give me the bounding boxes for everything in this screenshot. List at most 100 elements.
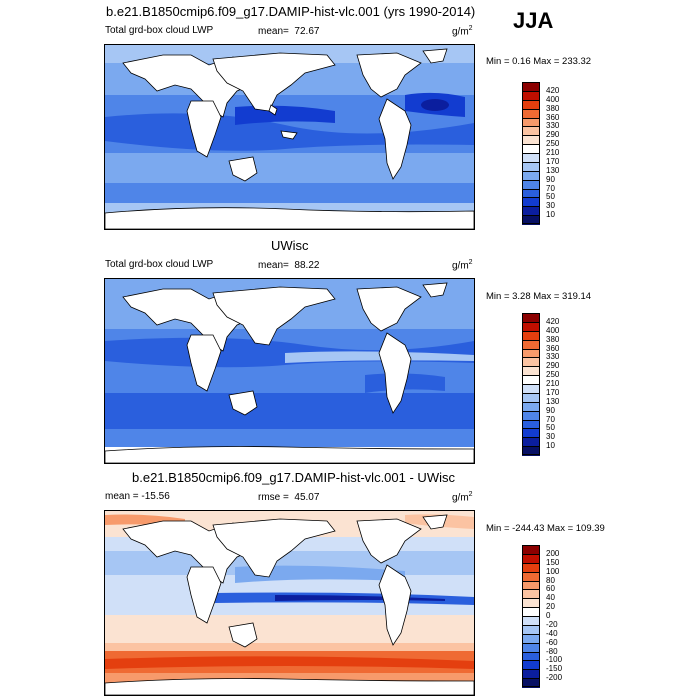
colorbar-tick-label: 90 xyxy=(546,174,555,184)
panel1-mean-stat: mean= 72.67 xyxy=(258,26,319,37)
panel3-stat-value: 45.07 xyxy=(294,492,320,503)
colorbar-tick-label: 210 xyxy=(546,148,560,157)
colorbar-tick-label: -200 xyxy=(546,673,563,683)
colorbar-cell xyxy=(522,339,540,349)
colorbar-cell xyxy=(522,188,540,198)
colorbar-cell xyxy=(522,392,540,403)
colorbar-tick-label: 380 xyxy=(546,334,560,344)
colorbar-cell xyxy=(522,428,540,438)
colorbar-tick-label: 400 xyxy=(546,94,560,104)
colorbar-tick-label: 50 xyxy=(546,423,555,433)
panel2-colorbar-frame xyxy=(522,313,540,455)
panel1-stat-value: 72.67 xyxy=(294,26,320,37)
colorbar-cell xyxy=(522,580,540,590)
colorbar-cell xyxy=(522,197,540,207)
panel3-colorbar-frame xyxy=(522,545,540,687)
colorbar-cell xyxy=(522,446,540,456)
colorbar-tick-label: 200 xyxy=(546,548,560,558)
colorbar-tick-label: -150 xyxy=(546,664,563,674)
colorbar-tick-label: 40 xyxy=(546,593,555,603)
colorbar-cell xyxy=(522,598,540,608)
colorbar-tick-label: 90 xyxy=(546,405,555,415)
panel3-title: b.e21.B1850cmip6.f09_g17.DAMIP-hist-vlc.… xyxy=(132,470,455,485)
colorbar-tick-label: 100 xyxy=(546,566,560,576)
colorbar-tick-label: 170 xyxy=(546,387,560,397)
colorbar-tick-label: 360 xyxy=(546,112,560,122)
colorbar-tick-label: 380 xyxy=(546,103,560,113)
colorbar-cell xyxy=(522,633,540,644)
colorbar-tick-label: 210 xyxy=(546,379,560,388)
colorbar-cell xyxy=(522,562,540,573)
colorbar-cell xyxy=(522,616,540,626)
colorbar-cell xyxy=(522,90,540,101)
colorbar-tick-label: 10 xyxy=(546,210,555,220)
panel2-units: g/m2 xyxy=(452,259,473,272)
colorbar-cell xyxy=(522,589,540,599)
colorbar-cell xyxy=(522,215,540,225)
colorbar-tick-label: 360 xyxy=(546,343,560,353)
panel3-rmse-stat: rmse = 45.07 xyxy=(258,492,319,503)
colorbar-cell xyxy=(522,553,540,564)
colorbar-tick-label: 420 xyxy=(546,85,560,95)
panel2-minmax: Min = 3.28 Max = 319.14 xyxy=(486,291,592,302)
colorbar-cell xyxy=(522,348,540,358)
colorbar-tick-label: -40 xyxy=(546,628,558,638)
colorbar-cell xyxy=(522,313,540,323)
colorbar-cell xyxy=(522,642,540,652)
panel2-stat-label: mean= xyxy=(258,260,289,271)
colorbar-tick-label: 70 xyxy=(546,414,555,424)
colorbar-cell xyxy=(522,99,540,110)
colorbar-tick-label: 290 xyxy=(546,361,560,371)
colorbar-tick-label: 80 xyxy=(546,575,555,585)
colorbar-tick-label: -60 xyxy=(546,637,558,647)
panel1-colorbar: 420 400 380 360 330 290 250 210 170 130 90 70 50 30 10 xyxy=(522,82,582,225)
colorbar-cell xyxy=(522,108,540,118)
colorbar-cell xyxy=(522,153,540,163)
colorbar-cell xyxy=(522,330,540,341)
colorbar-tick-label: 330 xyxy=(546,352,560,362)
panel2-stat-value: 88.22 xyxy=(294,260,320,271)
colorbar-cell xyxy=(522,545,540,555)
panel3-mean-label: mean = -15.56 xyxy=(105,491,170,502)
colorbar-cell xyxy=(522,161,540,172)
panel2-map xyxy=(104,278,475,464)
colorbar-cell xyxy=(522,437,540,447)
colorbar-tick-label: 250 xyxy=(546,370,560,380)
colorbar-cell xyxy=(522,401,540,412)
panel1-colorbar-frame xyxy=(522,82,540,224)
colorbar-tick-label: -80 xyxy=(546,646,558,656)
panel3-minmax: Min = -244.43 Max = 109.39 xyxy=(486,523,605,534)
panel1-map xyxy=(104,44,475,230)
colorbar-cell xyxy=(522,375,540,385)
colorbar-cell xyxy=(522,669,540,679)
panel1-minmax: Min = 0.16 Max = 233.32 xyxy=(486,56,592,67)
colorbar-tick-label: 20 xyxy=(546,602,555,612)
colorbar-tick-label: -100 xyxy=(546,655,563,665)
panel1-title: b.e21.B1850cmip6.f09_g17.DAMIP-hist-vlc.… xyxy=(106,4,476,19)
colorbar-tick-label: 130 xyxy=(546,165,560,175)
colorbar-cell xyxy=(522,126,540,136)
colorbar-tick-label: 330 xyxy=(546,121,560,131)
colorbar-tick-label: 30 xyxy=(546,201,555,211)
colorbar-tick-label: 50 xyxy=(546,192,555,202)
colorbar-cell xyxy=(522,660,540,670)
colorbar-tick-label: 170 xyxy=(546,156,560,166)
colorbar-cell xyxy=(522,366,540,376)
colorbar-cell xyxy=(522,117,540,127)
colorbar-tick-label: 30 xyxy=(546,432,555,442)
colorbar-cell xyxy=(522,357,540,367)
colorbar-cell xyxy=(522,624,540,635)
colorbar-tick-label: 0 xyxy=(546,611,551,620)
colorbar-cell xyxy=(522,321,540,332)
season-label: JJA xyxy=(513,8,554,33)
colorbar-cell xyxy=(522,384,540,394)
panel3-colorbar: 200 150 100 80 60 40 20 0 -20 -40 -60 -80 -100 -150 -2… xyxy=(522,545,582,688)
colorbar-cell xyxy=(522,419,540,429)
colorbar-cell xyxy=(522,135,540,145)
colorbar-tick-label: 250 xyxy=(546,139,560,149)
colorbar-cell xyxy=(522,170,540,181)
colorbar-tick-label: 10 xyxy=(546,441,555,451)
panel3-stat-label: rmse = xyxy=(258,492,289,503)
panel3-units: g/m2 xyxy=(452,491,473,504)
panel1-units: g/m2 xyxy=(452,25,473,38)
